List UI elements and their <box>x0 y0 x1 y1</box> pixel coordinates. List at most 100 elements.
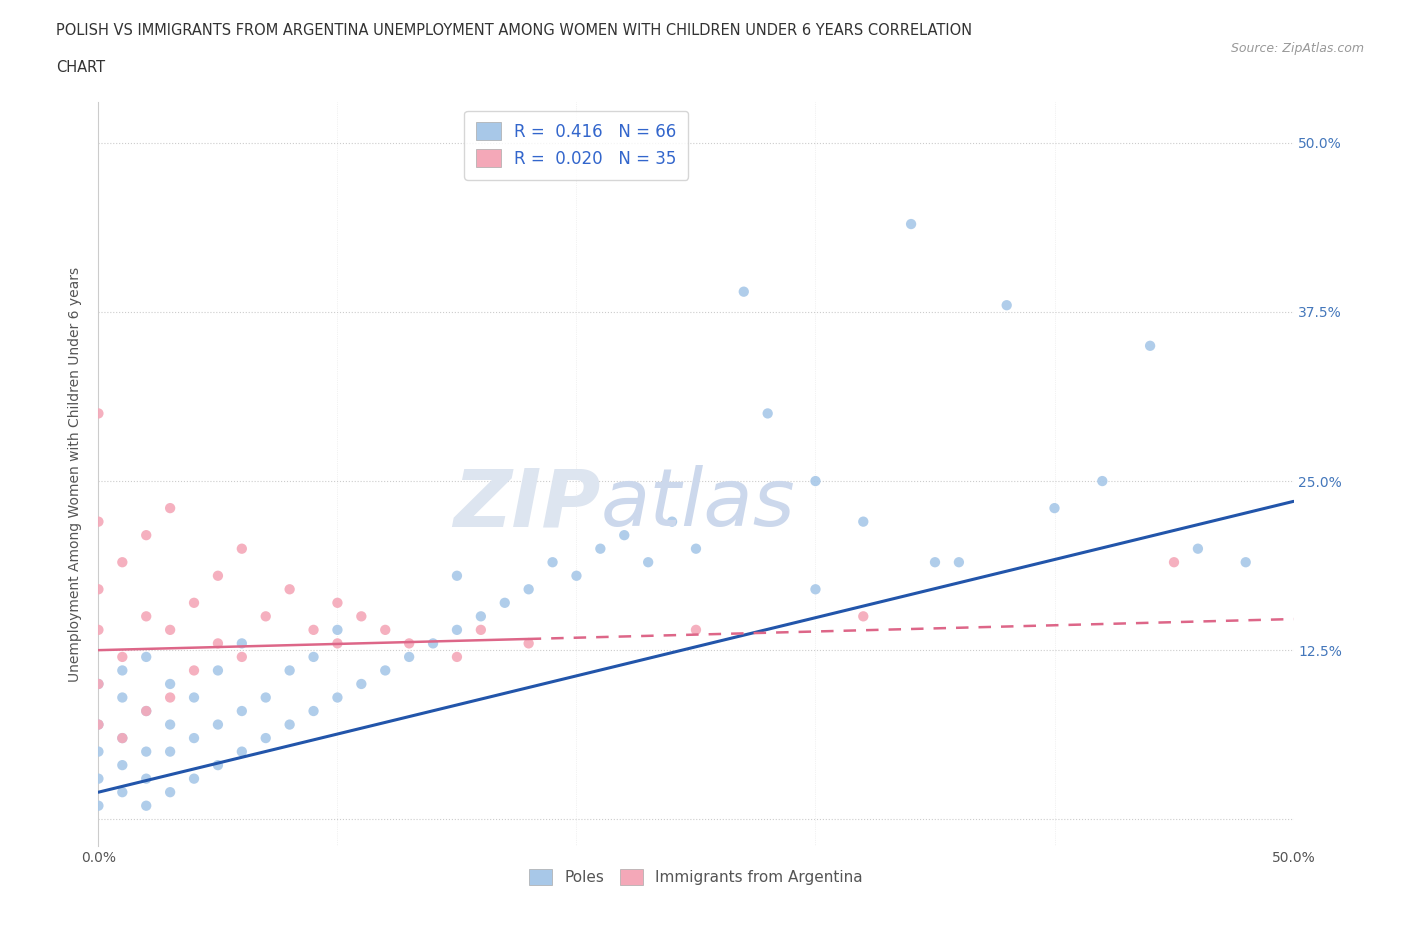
Point <box>517 582 540 597</box>
Point <box>183 731 205 746</box>
Point <box>207 717 229 732</box>
Point <box>1163 555 1185 570</box>
Point <box>87 676 110 691</box>
Point <box>159 690 181 705</box>
Point <box>231 636 253 651</box>
Point <box>231 704 253 719</box>
Point <box>87 717 110 732</box>
Point <box>87 514 110 529</box>
Point <box>111 649 134 664</box>
Point <box>1187 541 1209 556</box>
Point <box>852 609 875 624</box>
Point <box>135 798 157 813</box>
Y-axis label: Unemployment Among Women with Children Under 6 years: Unemployment Among Women with Children U… <box>69 267 83 682</box>
Point <box>207 568 229 583</box>
Point <box>326 622 349 637</box>
Point <box>87 676 110 691</box>
Point <box>135 771 157 786</box>
Point <box>350 609 373 624</box>
Point <box>446 622 468 637</box>
Point <box>350 676 373 691</box>
Point <box>159 717 181 732</box>
Point <box>852 514 875 529</box>
Point <box>159 500 181 515</box>
Point <box>135 527 157 542</box>
Point <box>685 622 707 637</box>
Point <box>159 744 181 759</box>
Point <box>87 717 110 732</box>
Point <box>374 663 396 678</box>
Point <box>995 298 1018 312</box>
Point <box>326 636 349 651</box>
Point <box>159 622 181 637</box>
Point <box>302 704 325 719</box>
Point <box>231 744 253 759</box>
Point <box>231 649 253 664</box>
Point <box>613 527 636 542</box>
Point <box>541 555 564 570</box>
Point <box>470 622 492 637</box>
Point <box>589 541 612 556</box>
Point <box>517 636 540 651</box>
Point <box>1091 473 1114 488</box>
Point <box>565 568 588 583</box>
Legend: Poles, Immigrants from Argentina: Poles, Immigrants from Argentina <box>520 860 872 895</box>
Point <box>302 622 325 637</box>
Text: ZIP: ZIP <box>453 465 600 543</box>
Point <box>135 744 157 759</box>
Point <box>637 555 659 570</box>
Point <box>183 595 205 610</box>
Point <box>207 663 229 678</box>
Point <box>87 406 110 421</box>
Point <box>900 217 922 232</box>
Point <box>135 704 157 719</box>
Point <box>326 595 349 610</box>
Point <box>207 636 229 651</box>
Point <box>924 555 946 570</box>
Point <box>183 690 205 705</box>
Point <box>135 609 157 624</box>
Text: Source: ZipAtlas.com: Source: ZipAtlas.com <box>1230 42 1364 55</box>
Point <box>111 785 134 800</box>
Point <box>1139 339 1161 353</box>
Point <box>87 744 110 759</box>
Point <box>87 582 110 597</box>
Point <box>446 649 468 664</box>
Point <box>1043 500 1066 515</box>
Point <box>207 758 229 773</box>
Point <box>278 663 301 678</box>
Point <box>398 636 420 651</box>
Point <box>733 285 755 299</box>
Text: CHART: CHART <box>56 60 105 75</box>
Point <box>254 609 277 624</box>
Point <box>661 514 683 529</box>
Point <box>1234 555 1257 570</box>
Point <box>111 731 134 746</box>
Point <box>135 649 157 664</box>
Point <box>685 541 707 556</box>
Point <box>374 622 396 637</box>
Point <box>302 649 325 664</box>
Point <box>278 582 301 597</box>
Point <box>87 798 110 813</box>
Point <box>804 473 827 488</box>
Point <box>756 406 779 421</box>
Point <box>183 663 205 678</box>
Point <box>87 622 110 637</box>
Point <box>159 785 181 800</box>
Point <box>254 731 277 746</box>
Point <box>111 731 134 746</box>
Point <box>254 690 277 705</box>
Point <box>494 595 516 610</box>
Point <box>948 555 970 570</box>
Point <box>231 541 253 556</box>
Point <box>111 663 134 678</box>
Point <box>326 690 349 705</box>
Point <box>278 717 301 732</box>
Point <box>446 568 468 583</box>
Point <box>135 704 157 719</box>
Text: POLISH VS IMMIGRANTS FROM ARGENTINA UNEMPLOYMENT AMONG WOMEN WITH CHILDREN UNDER: POLISH VS IMMIGRANTS FROM ARGENTINA UNEM… <box>56 23 973 38</box>
Point <box>470 609 492 624</box>
Point <box>159 676 181 691</box>
Point <box>183 771 205 786</box>
